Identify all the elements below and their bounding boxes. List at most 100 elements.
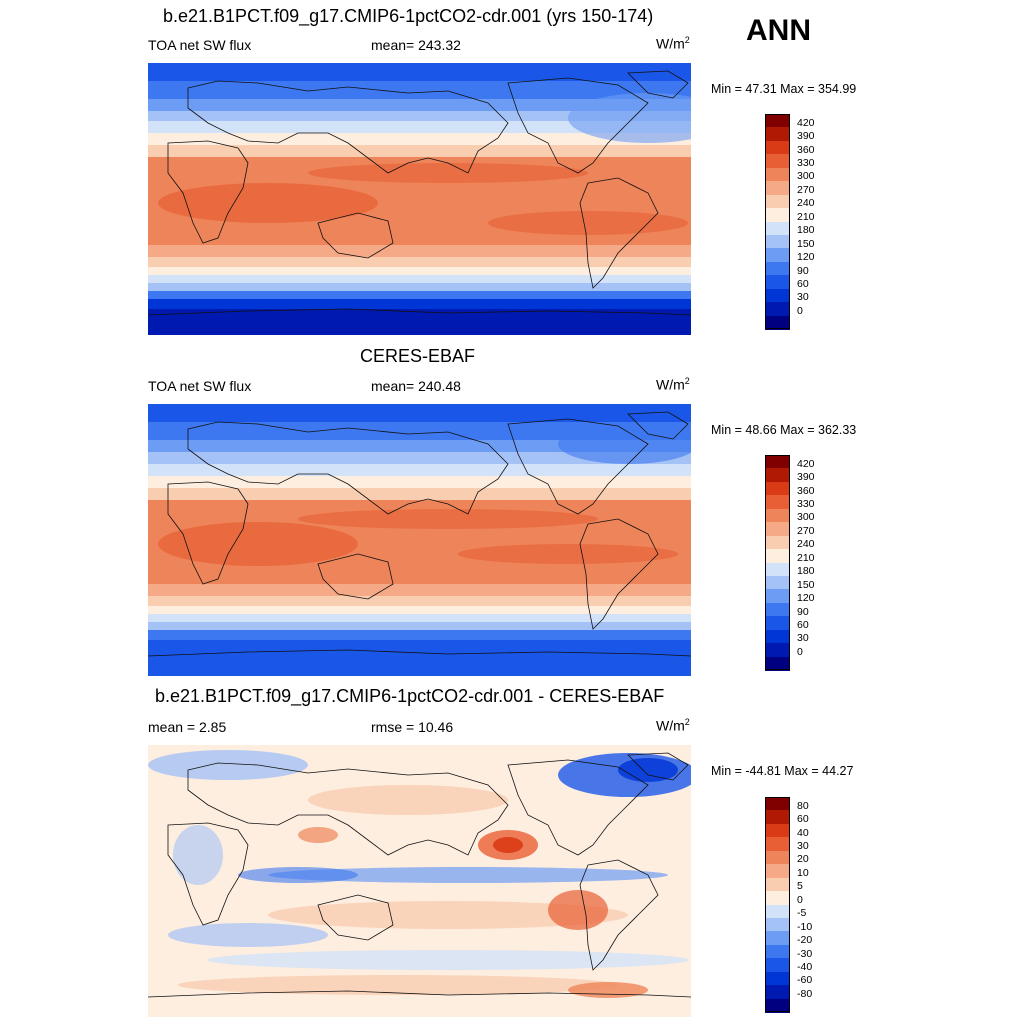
colorbar-swatch	[765, 616, 790, 631]
panel1-mean-label: mean= 243.32	[371, 37, 461, 53]
colorbar-swatch	[765, 194, 790, 209]
panel2-title: CERES-EBAF	[360, 346, 476, 366]
panel2-map-svg	[148, 404, 691, 676]
panel2-mean-label: mean= 240.48	[371, 378, 461, 394]
colorbar-swatch	[765, 837, 790, 852]
colorbar-tick-label: 0	[797, 645, 803, 658]
colorbar-swatch	[765, 850, 790, 865]
colorbar-swatch	[765, 629, 790, 644]
colorbar-swatch	[765, 931, 790, 946]
colorbar-tick-label: 30	[797, 291, 809, 304]
colorbar-swatch	[765, 248, 790, 263]
colorbar-swatch	[765, 208, 790, 222]
colorbar-tick-label: 300	[797, 511, 815, 524]
colorbar-swatch	[765, 998, 790, 1013]
colorbar-swatch	[765, 917, 790, 932]
colorbar-tick-label: 210	[797, 210, 815, 223]
colorbar-swatch	[765, 315, 790, 330]
panel3-unit-label: W/m2	[656, 717, 690, 734]
colorbar-swatch	[765, 522, 790, 537]
panel3-colorbar: 80 60 40 30 20 10 5 0 -5 -10 -20 -30 -40 -60 -80	[765, 797, 812, 1013]
colorbar-swatch	[765, 877, 790, 892]
colorbar-tick-label: 0	[797, 893, 803, 906]
panel1-unit-label: W/m2	[656, 35, 690, 52]
colorbar-tick-label: 5	[797, 880, 803, 893]
colorbar-swatch	[765, 643, 790, 658]
panel1-minmax-label: Min = 47.31 Max = 354.99	[711, 82, 857, 96]
colorbar-tick-label: 240	[797, 197, 815, 210]
colorbar-swatch	[765, 181, 790, 196]
colorbar-tick-label: 150	[797, 237, 815, 250]
colorbar-tick-label: -30	[797, 947, 813, 960]
colorbar-swatch	[765, 944, 790, 959]
colorbar-swatch	[765, 221, 790, 236]
colorbar-swatch	[765, 575, 790, 590]
colorbar-tick-label: 60	[797, 618, 809, 631]
colorbar-swatch	[765, 261, 790, 276]
colorbar-swatch	[765, 904, 790, 919]
colorbar-tick-label: -10	[797, 920, 813, 933]
colorbar-tick-label: 390	[797, 130, 815, 143]
colorbar-swatch	[765, 549, 790, 563]
colorbar-tick-label: 120	[797, 592, 815, 605]
colorbar-swatch	[765, 823, 790, 838]
panel2-variable-label: TOA net SW flux	[148, 378, 252, 394]
panel2-map	[148, 404, 691, 676]
colorbar-tick-label: 180	[797, 565, 815, 578]
colorbar-tick-label: -5	[797, 907, 807, 920]
panel1-variable-label: TOA net SW flux	[148, 37, 252, 53]
colorbar-tick-label: 90	[797, 605, 809, 618]
colorbar-swatch	[765, 971, 790, 986]
colorbar-swatch	[765, 508, 790, 523]
colorbar-swatch	[765, 495, 790, 510]
colorbar-tick-label: 30	[797, 840, 809, 853]
colorbar-tick-label: 60	[797, 813, 809, 826]
colorbar-tick-label: 30	[797, 632, 809, 645]
panel3-mean-label: mean = 2.85	[148, 719, 227, 735]
panel3-title: b.e21.B1PCT.f09_g17.CMIP6-1pctCO2-cdr.00…	[155, 686, 665, 706]
colorbar-swatch	[765, 535, 790, 550]
colorbar-swatch	[765, 167, 790, 182]
colorbar-tick-label: 240	[797, 538, 815, 551]
panel2-minmax-label: Min = 48.66 Max = 362.33	[711, 423, 857, 437]
panel1-colorbar-frame	[765, 114, 790, 329]
panel3-map-svg	[148, 745, 691, 1017]
colorbar-tick-label: 300	[797, 170, 815, 183]
colorbar-tick-label: 120	[797, 251, 815, 264]
colorbar-swatch	[765, 288, 790, 303]
colorbar-swatch	[765, 275, 790, 290]
colorbar-tick-label: 420	[797, 116, 815, 129]
colorbar-tick-label: -60	[797, 974, 813, 987]
colorbar-tick-label: 270	[797, 183, 815, 196]
season-label: ANN	[746, 14, 811, 47]
colorbar-swatch	[765, 891, 790, 905]
colorbar-swatch	[765, 985, 790, 1000]
colorbar-tick-label: 10	[797, 866, 809, 879]
colorbar-tick-label: 360	[797, 143, 815, 156]
colorbar-tick-label: 330	[797, 157, 815, 170]
colorbar-tick-label: 150	[797, 578, 815, 591]
colorbar-swatch	[765, 864, 790, 879]
panel1-map	[148, 63, 691, 335]
colorbar-tick-label: -40	[797, 960, 813, 973]
colorbar-swatch	[765, 127, 790, 142]
colorbar-swatch	[765, 589, 790, 604]
colorbar-swatch	[765, 656, 790, 671]
colorbar-swatch	[765, 797, 790, 811]
panel3-map	[148, 745, 691, 1017]
panel1-title: b.e21.B1PCT.f09_g17.CMIP6-1pctCO2-cdr.00…	[163, 6, 654, 26]
panel3-colorbar-frame	[765, 797, 790, 1012]
colorbar-swatch	[765, 455, 790, 469]
panel2-colorbar: 420 390 360 330 300 270 240 210 180 150 120 90 60 30 0	[765, 455, 815, 671]
colorbar-swatch	[765, 234, 790, 249]
colorbar-tick-label: 390	[797, 471, 815, 484]
colorbar-swatch	[765, 562, 790, 577]
colorbar-tick-label: 0	[797, 304, 803, 317]
colorbar-tick-label: 180	[797, 224, 815, 237]
colorbar-swatch	[765, 810, 790, 825]
colorbar-tick-label: -80	[797, 987, 813, 1000]
colorbar-swatch	[765, 140, 790, 155]
colorbar-tick-label: 90	[797, 264, 809, 277]
panel3-minmax-label: Min = -44.81 Max = 44.27	[711, 764, 854, 778]
panel2-colorbar-frame	[765, 455, 790, 670]
